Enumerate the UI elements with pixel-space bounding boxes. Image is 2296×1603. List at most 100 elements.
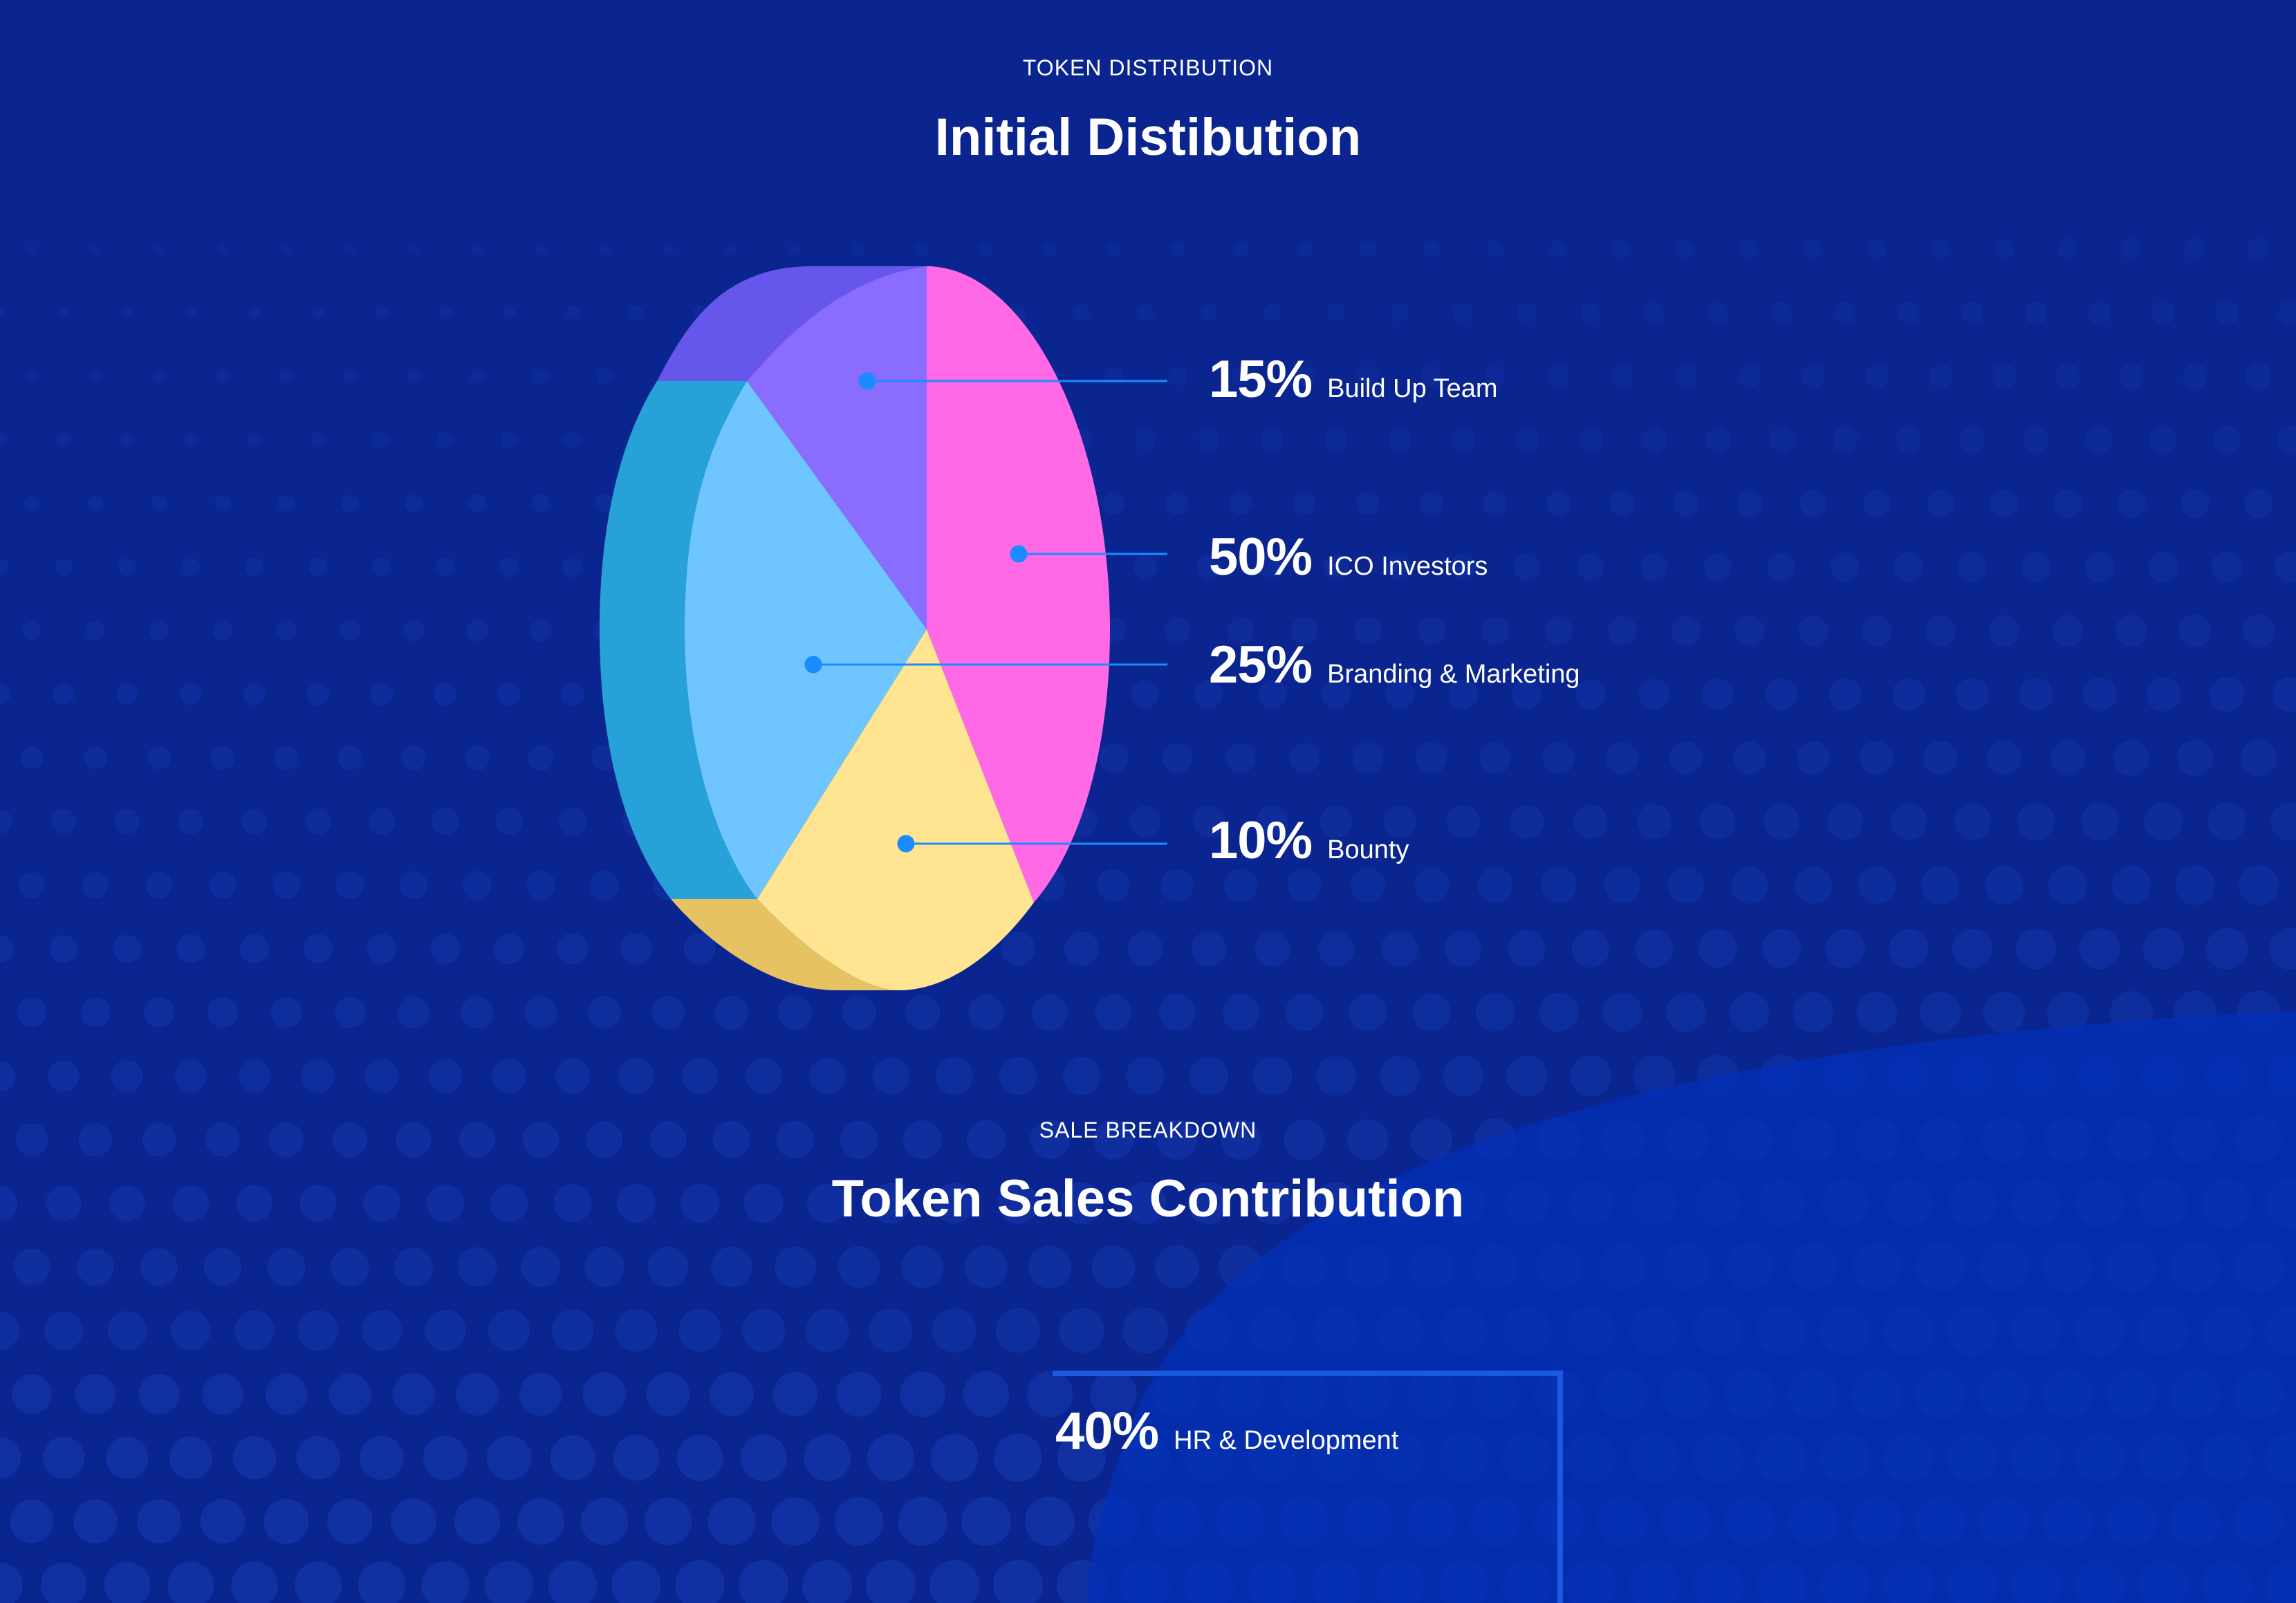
background-dot: [243, 683, 266, 706]
background-dot: [533, 369, 548, 384]
background-dot: [1388, 428, 1411, 452]
sale-item-hr-development: 40% HR & Development: [1055, 1401, 1398, 1461]
background-dot: [115, 809, 140, 834]
background-dot: [997, 1183, 1039, 1224]
background-dot: [152, 369, 166, 383]
background-dot: [1889, 929, 1929, 969]
background-dot: [239, 934, 270, 964]
section-title: Initial Distibution: [934, 108, 1362, 167]
background-dot: [1097, 869, 1130, 902]
background-dot: [1858, 866, 1896, 905]
background-dot: [1892, 678, 1925, 711]
background-dot: [169, 1436, 212, 1479]
background-dot: [118, 558, 136, 576]
background-dot: [1287, 868, 1322, 902]
background-dot: [1450, 553, 1477, 581]
background-dot: [2275, 551, 2296, 583]
background-dot: [900, 1371, 945, 1417]
background-dot: [19, 872, 45, 898]
background-dot: [1613, 239, 1632, 259]
background-dot: [1419, 491, 1444, 516]
background-dot: [13, 1248, 50, 1286]
background-dot: [1220, 1119, 1261, 1160]
background-dot: [111, 1059, 144, 1093]
background-dot: [0, 1185, 18, 1221]
background-dot: [1732, 741, 1767, 775]
background-dot: [584, 1247, 624, 1287]
background-dot: [915, 241, 930, 257]
background-dot: [995, 1308, 1041, 1353]
background-dot: [1095, 994, 1132, 1031]
background-dot: [1355, 491, 1380, 516]
background-dot: [363, 1185, 400, 1222]
background-dot: [1927, 490, 1954, 517]
background-dot: [1042, 241, 1057, 257]
background-dot: [24, 495, 40, 512]
background-dot: [1734, 615, 1765, 646]
background-dot: [1575, 678, 1607, 710]
background-dot: [142, 1122, 176, 1157]
background-dot: [1604, 867, 1640, 903]
background-dot: [707, 1497, 756, 1546]
background-dot: [1541, 867, 1577, 903]
background-dot: [1483, 491, 1508, 516]
background-dot: [502, 306, 516, 319]
background-dot: [524, 996, 557, 1029]
background-dot: [216, 369, 230, 383]
background-dot: [1925, 615, 1956, 647]
background-dot: [218, 244, 228, 254]
background-dot: [26, 370, 38, 382]
background-dot: [2149, 426, 2177, 454]
background-dot: [263, 1499, 309, 1544]
legend-item-branding-marketing: 25% Branding & Marketing: [1209, 635, 1580, 695]
background-dot: [464, 745, 490, 771]
background-dot: [963, 1371, 1010, 1418]
background-dot: [0, 684, 10, 705]
background-dot: [296, 1436, 340, 1480]
background-dot: [1512, 679, 1542, 710]
background-dot: [807, 1183, 847, 1223]
background-dot: [930, 1434, 979, 1482]
background-dot: [104, 1562, 151, 1603]
background-dot: [2052, 615, 2084, 647]
background-dot: [564, 431, 582, 449]
background-dot: [1160, 869, 1194, 902]
pie-slice-build-up-team: [747, 266, 927, 629]
background-dot: [1443, 1055, 1484, 1097]
background-dot: [375, 306, 389, 319]
background-dot: [743, 1183, 784, 1223]
background-dot: [2182, 363, 2208, 389]
background-dot: [1251, 1182, 1294, 1225]
background-dot: [1263, 303, 1282, 322]
background-dot: [588, 996, 621, 1029]
background-dot: [2146, 677, 2181, 712]
background-dot: [741, 1308, 786, 1353]
background-dot: [1638, 678, 1670, 710]
background-dot: [178, 808, 204, 835]
background-dot: [772, 1371, 818, 1417]
background-dot: [788, 242, 802, 256]
background-dot: [1548, 365, 1570, 387]
background-dot: [493, 933, 525, 965]
background-dot: [651, 995, 685, 1030]
background-dot: [528, 745, 554, 771]
section-title: Token Sales Contribution: [831, 1169, 1465, 1228]
background-dot: [676, 1434, 723, 1481]
background-dot: [1700, 804, 1736, 840]
background-dot: [1417, 616, 1446, 645]
legend-item-build-up-team: 15% Build Up Team: [1209, 349, 1498, 409]
background-dot: [615, 1309, 658, 1352]
background-dot: [1326, 303, 1346, 322]
background-dot: [1479, 742, 1511, 774]
background-dot: [2214, 300, 2239, 325]
background-dot: [180, 683, 202, 705]
background-dot: [1259, 554, 1286, 580]
background-dot: [2278, 300, 2296, 325]
background-dot: [337, 745, 362, 770]
background-dot: [339, 620, 361, 642]
background-dot: [1799, 490, 1827, 517]
background-dot: [1258, 680, 1287, 709]
background-dot: [1222, 994, 1259, 1031]
background-dot: [73, 1499, 118, 1544]
background-dot: [1635, 929, 1674, 968]
